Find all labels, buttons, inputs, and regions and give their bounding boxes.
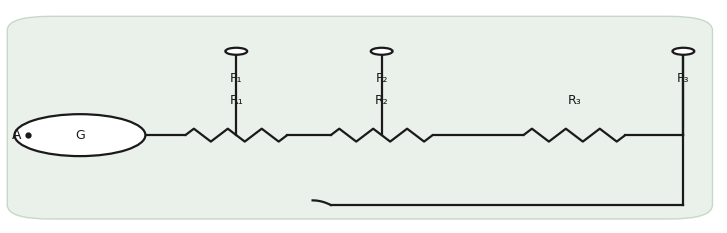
Text: R₁: R₁ [230, 94, 243, 107]
FancyBboxPatch shape [7, 16, 712, 219]
Circle shape [371, 48, 393, 55]
Text: R₂: R₂ [375, 94, 388, 107]
Text: R₃: R₃ [568, 94, 581, 107]
Circle shape [15, 114, 145, 156]
Text: P₃: P₃ [677, 72, 690, 85]
Text: G: G [75, 129, 85, 142]
Circle shape [225, 48, 247, 55]
Text: P₂: P₂ [375, 72, 388, 85]
Text: P₁: P₁ [230, 72, 243, 85]
Circle shape [672, 48, 694, 55]
Text: A: A [12, 128, 22, 142]
